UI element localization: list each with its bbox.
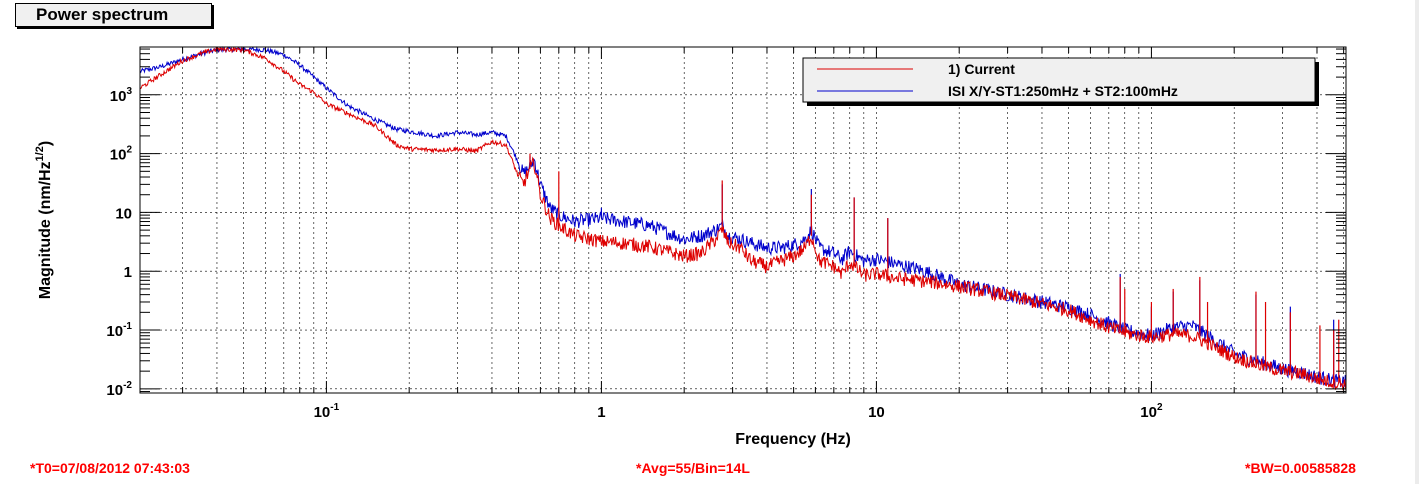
series-line-0 (139, 46, 1347, 391)
x-tick-label: 10 (868, 404, 885, 421)
chart-title-box: Power spectrum (15, 3, 212, 27)
footer-bandwidth: *BW=0.00585828 (1245, 460, 1356, 476)
y-tick-label: 10-1 (106, 321, 132, 340)
plot-frame (139, 46, 1347, 394)
y-axis-label-main: Magnitude (nm/Hz (37, 161, 54, 299)
y-axis-label-close: ) (37, 141, 54, 146)
y-tick-label: 103 (110, 86, 133, 105)
axis-ticks (140, 47, 1346, 393)
legend-label-1: ISI X/Y-ST1:250mHz + ST2:100mHz (948, 83, 1178, 99)
x-tick-label: 10-1 (314, 402, 340, 421)
legend: 1) Current ISI X/Y-ST1:250mHz + ST2:100mH… (802, 57, 1319, 106)
y-tick-label: 10-2 (106, 380, 132, 399)
x-tick-label: 102 (1140, 402, 1163, 421)
chart-title: Power spectrum (36, 5, 169, 24)
legend-label-0: 1) Current (948, 61, 1015, 77)
x-tick-label: 1 (597, 404, 605, 421)
axis-tick-labels: 10-1 1 10 102 10-2 10-1 1 10 102 103 (106, 86, 1163, 421)
y-tick-label: 102 (110, 145, 133, 164)
y-tick-label: 10 (115, 205, 132, 222)
window-edge (1415, 0, 1419, 484)
footer-start-time: *T0=07/08/2012 07:43:03 (30, 460, 190, 476)
y-axis-label-superscript: 1/2 (34, 146, 46, 161)
y-tick-label: 1 (124, 264, 132, 281)
legend-box (802, 57, 1316, 103)
footer-averages: *Avg=55/Bin=14L (636, 460, 750, 476)
x-axis-label: Frequency (Hz) (735, 431, 851, 448)
series-lines (139, 46, 1347, 391)
y-axis-label: Magnitude (nm/Hz1/2) (34, 141, 54, 299)
